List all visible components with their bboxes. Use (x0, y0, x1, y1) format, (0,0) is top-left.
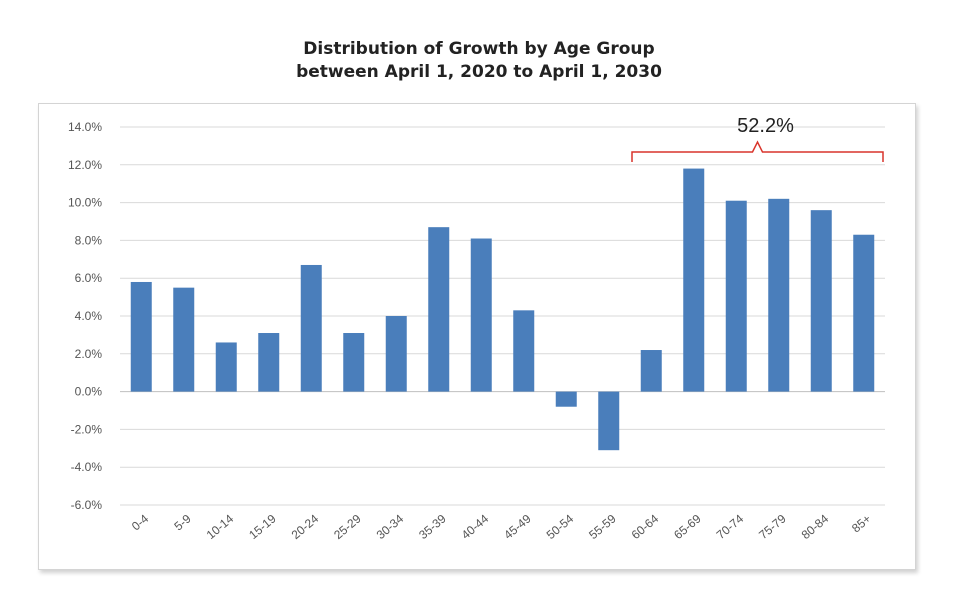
bar (385, 316, 407, 392)
bar (258, 333, 280, 392)
y-tick-label: 12.0% (68, 158, 102, 172)
y-tick-label: 10.0% (68, 196, 102, 210)
x-tick-label: 85+ (849, 512, 874, 536)
y-tick-label: 8.0% (75, 233, 103, 247)
y-tick-label: -4.0% (71, 460, 103, 474)
x-tick-label: 60-64 (629, 511, 662, 542)
bar (300, 264, 322, 392)
x-tick-label: 75-79 (756, 511, 789, 542)
x-tick-label: 70-74 (714, 511, 747, 542)
bar (428, 227, 450, 392)
x-tick-label: 80-84 (799, 511, 832, 542)
bar (725, 200, 747, 392)
bracket (631, 140, 884, 162)
x-tick-label: 35-39 (416, 511, 449, 542)
y-tick-label: 14.0% (68, 120, 102, 134)
bar (810, 210, 832, 392)
bar (598, 391, 620, 451)
bar (640, 350, 662, 392)
chart-title-line-2: between April 1, 2020 to April 1, 2030 (296, 62, 662, 82)
bar (513, 310, 535, 392)
bar (683, 168, 705, 392)
x-tick-label: 25-29 (331, 511, 364, 542)
x-tick-label: 55-59 (586, 511, 619, 542)
y-tick-label: -6.0% (71, 498, 103, 512)
y-tick-label: 6.0% (75, 271, 103, 285)
bar (215, 342, 237, 392)
x-tick-label: 30-34 (374, 511, 407, 542)
bar (555, 391, 577, 407)
bar (343, 333, 365, 392)
bar (853, 234, 875, 392)
x-tick-label: 15-19 (246, 511, 279, 542)
y-tick-label: 2.0% (75, 347, 103, 361)
x-tick-label: 45-49 (501, 511, 534, 542)
x-tick-label: 0-4 (129, 511, 152, 533)
bar (768, 198, 790, 392)
y-tick-label: -2.0% (71, 422, 103, 436)
chart-title: Distribution of Growth by Age Group betw… (0, 38, 958, 84)
x-tick-label: 40-44 (459, 511, 492, 542)
bar (130, 281, 152, 392)
x-tick-label: 65-69 (671, 511, 704, 542)
y-tick-label: 0.0% (75, 385, 103, 399)
y-tick-label: 4.0% (75, 309, 103, 323)
bracket-annotation-label: 52.2% (737, 115, 794, 137)
chart-title-line-1: Distribution of Growth by Age Group (303, 39, 655, 59)
bar (470, 238, 492, 392)
x-tick-label: 10-14 (204, 511, 237, 542)
x-tick-label: 5-9 (171, 511, 194, 533)
x-tick-label: 20-24 (289, 511, 322, 542)
x-tick-label: 50-54 (544, 511, 577, 542)
bar (173, 287, 195, 392)
